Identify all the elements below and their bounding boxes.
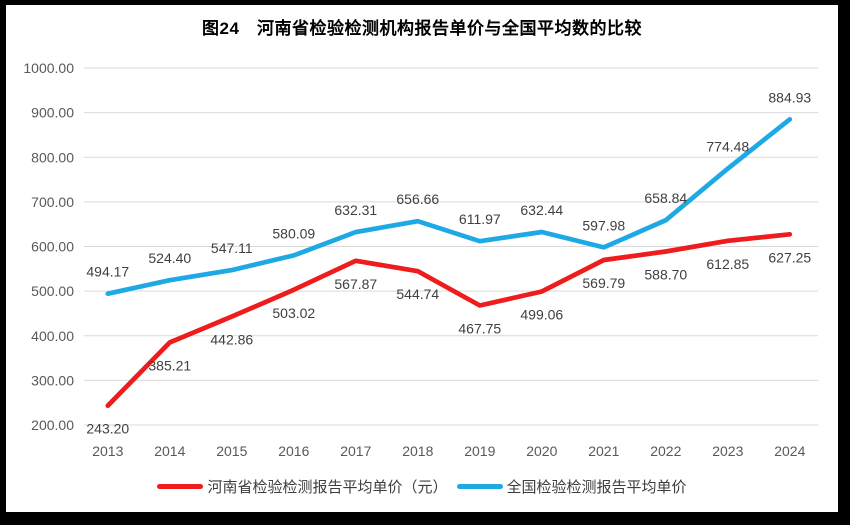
svg-text:2017: 2017 (340, 443, 371, 459)
svg-text:597.98: 597.98 (582, 217, 625, 233)
svg-text:611.97: 611.97 (459, 211, 501, 227)
legend-item-henan: 河南省检验检测报告平均单价（元） (157, 476, 448, 497)
svg-text:2023: 2023 (712, 443, 743, 459)
svg-text:2014: 2014 (154, 443, 185, 459)
svg-text:494.17: 494.17 (86, 264, 129, 280)
chart-legend: 河南省检验检测报告平均单价（元） 全国检验检测报告平均单价 (6, 476, 838, 497)
svg-text:300.00: 300.00 (31, 372, 74, 388)
legend-label-henan: 河南省检验检测报告平均单价（元） (207, 479, 448, 496)
svg-text:658.84: 658.84 (644, 190, 687, 206)
legend-line-blue (456, 484, 503, 489)
svg-text:2016: 2016 (278, 443, 309, 459)
svg-text:884.93: 884.93 (768, 89, 811, 105)
svg-text:632.31: 632.31 (334, 202, 377, 218)
svg-text:467.75: 467.75 (458, 321, 501, 337)
legend-item-national: 全国检验检测报告平均单价 (456, 476, 687, 497)
svg-text:612.85: 612.85 (706, 256, 749, 272)
svg-text:499.06: 499.06 (520, 307, 563, 323)
svg-text:656.66: 656.66 (396, 191, 439, 207)
svg-text:524.40: 524.40 (148, 250, 191, 266)
svg-text:2013: 2013 (92, 443, 123, 459)
svg-text:442.86: 442.86 (210, 332, 253, 348)
svg-text:503.02: 503.02 (272, 305, 315, 321)
svg-text:700.00: 700.00 (31, 194, 74, 210)
svg-text:243.20: 243.20 (86, 421, 129, 437)
svg-text:544.74: 544.74 (396, 286, 439, 302)
svg-text:400.00: 400.00 (31, 328, 74, 344)
svg-text:569.79: 569.79 (582, 275, 625, 291)
legend-line-red (157, 484, 204, 489)
svg-text:2024: 2024 (774, 443, 805, 459)
legend-label-national: 全国检验检测报告平均单价 (506, 479, 687, 496)
chart-title: 图24 河南省检验检测机构报告单价与全国平均数的比较 (202, 19, 642, 38)
svg-text:2019: 2019 (464, 443, 495, 459)
svg-text:385.21: 385.21 (148, 357, 191, 373)
svg-text:2021: 2021 (588, 443, 619, 459)
svg-text:2015: 2015 (216, 443, 247, 459)
svg-text:2020: 2020 (526, 443, 557, 459)
svg-text:627.25: 627.25 (768, 249, 811, 265)
svg-text:567.87: 567.87 (334, 276, 377, 292)
svg-text:588.70: 588.70 (644, 267, 687, 283)
svg-text:547.11: 547.11 (211, 240, 253, 256)
chart-canvas (6, 5, 838, 512)
svg-text:2022: 2022 (650, 443, 681, 459)
svg-text:580.09: 580.09 (272, 225, 315, 241)
svg-text:1000.00: 1000.00 (23, 60, 74, 76)
svg-text:600.00: 600.00 (31, 239, 74, 255)
svg-text:500.00: 500.00 (31, 283, 74, 299)
svg-text:2018: 2018 (402, 443, 433, 459)
svg-text:900.00: 900.00 (31, 105, 74, 121)
svg-text:774.48: 774.48 (706, 139, 749, 155)
svg-text:632.44: 632.44 (520, 202, 563, 218)
svg-text:200.00: 200.00 (31, 417, 74, 433)
svg-text:800.00: 800.00 (31, 149, 74, 165)
